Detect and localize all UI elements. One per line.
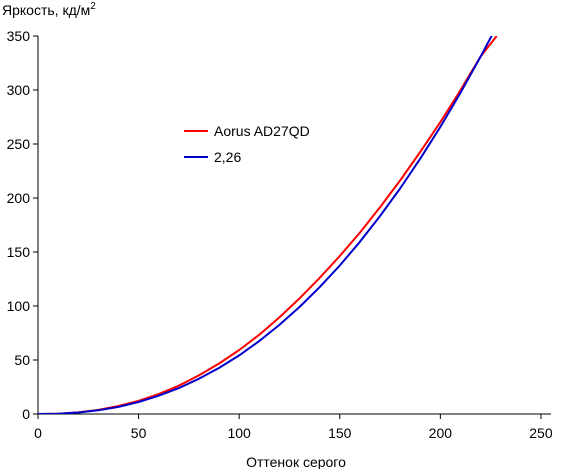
y-tick-label: 300	[7, 82, 31, 98]
y-axis-title-superscript: 2	[90, 1, 96, 12]
y-tick-label: 100	[7, 298, 31, 314]
x-axis-title: Оттенок серого	[246, 454, 346, 469]
x-tick-label: 200	[429, 425, 453, 441]
series-lines	[38, 36, 498, 414]
y-tick-label: 250	[7, 136, 31, 152]
y-tick-label: 200	[7, 190, 31, 206]
y-tick-label: 150	[7, 244, 31, 260]
x-tick-label: 100	[227, 425, 251, 441]
y-axis-title-text: Яркость, кд/м	[2, 2, 90, 18]
y-tick-label: 50	[14, 352, 30, 368]
x-tick-label: 0	[34, 425, 42, 441]
legend-label-aorus: Aorus AD27QD	[214, 123, 310, 139]
y-ticks: 0 50 100 150 200 250 300 350	[7, 28, 38, 422]
legend: Aorus AD27QD 2,26	[184, 123, 310, 165]
series-line-aorus	[38, 36, 498, 414]
series-line-gamma	[38, 36, 493, 414]
y-tick-label: 350	[7, 28, 31, 44]
legend-label-gamma: 2,26	[214, 149, 241, 165]
y-tick-label: 0	[22, 406, 30, 422]
y-axis-title: Яркость, кд/м2	[2, 1, 96, 18]
x-tick-label: 250	[529, 425, 553, 441]
x-tick-label: 50	[131, 425, 147, 441]
x-tick-label: 150	[328, 425, 352, 441]
x-ticks: 0 50 100 150 200 250	[34, 414, 553, 441]
